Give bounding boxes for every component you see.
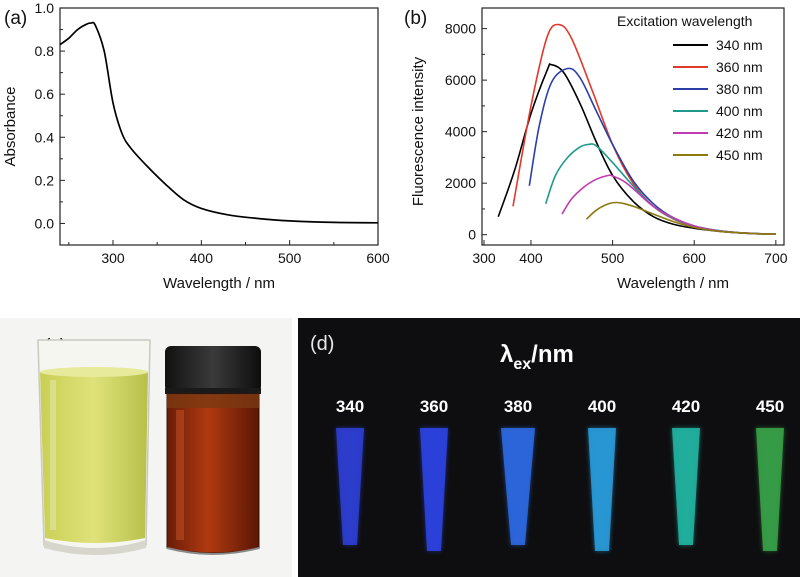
panel-a-ytick-label: 0.2 <box>35 172 55 188</box>
panel-b-ytick-label: 4000 <box>445 124 476 140</box>
panel-b-xtick-label: 300 <box>472 250 496 266</box>
panel-b-ytick-label: 0 <box>468 227 476 243</box>
panel-b-letter: (b) <box>404 8 427 29</box>
panel-d-sample-label: 360 <box>420 397 448 416</box>
panel-b-x-axis-label: Wavelength / nm <box>617 275 729 292</box>
panel-b-legend-title: Excitation wavelength <box>617 13 752 29</box>
panel-a-xtick-label: 600 <box>366 250 390 266</box>
panel-d-sample-tube <box>672 428 700 545</box>
panel-b-x-axis: 300 400 500 600 700 <box>472 240 788 266</box>
panel-a-y-axis: 0.0 0.2 0.4 0.6 0.8 1.0 <box>35 0 65 231</box>
panel-a-ytick-label: 0.6 <box>35 86 55 102</box>
panel-b-xtick-label: 400 <box>519 250 543 266</box>
panel-a-y-axis-label: Absorbance <box>2 86 19 166</box>
panel-b-legend-label: 380 nm <box>716 81 763 97</box>
panel-d-sample-label: 450 <box>756 397 784 416</box>
panel-d-sample-label: 400 <box>588 397 616 416</box>
panel-a-ytick-label: 0.0 <box>35 215 55 231</box>
panel-d-letter: (d) <box>310 333 334 355</box>
panel-d-sample-tube <box>420 428 448 551</box>
panel-b-ytick-label: 2000 <box>445 175 476 191</box>
panel-b-fluorescence-chart: (b) 0 2000 4000 6000 8000 300 400 500 600 700 Ex… <box>404 7 788 292</box>
panel-b-series <box>497 23 776 235</box>
panel-d-sample-tube <box>588 428 616 551</box>
panel-a-ytick-label: 0.8 <box>35 43 55 59</box>
panel-d-sample-label: 340 <box>336 397 364 416</box>
panel-d-samples: 340 360 380 400 420 450 <box>336 397 784 551</box>
panel-b-y-axis-label: Fluorescence intensity <box>410 56 427 206</box>
panel-a-absorbance-chart: (a) 0.0 0.2 0.4 0.6 0.8 1.0 300 400 500 600 Wave… <box>2 0 390 292</box>
panel-b-legend-label: 420 nm <box>716 125 763 141</box>
panel-d-title: λex/nm <box>500 341 574 373</box>
panel-a-letter: (a) <box>4 8 27 29</box>
panel-b-legend-label: 400 nm <box>716 103 763 119</box>
beaker-yellow-suspension <box>37 339 151 555</box>
panel-b-xtick-label: 500 <box>601 250 625 266</box>
panel-b-legend-label: 340 nm <box>716 37 763 53</box>
panel-a-xtick-label: 400 <box>190 250 214 266</box>
panel-a-xtick-label: 300 <box>101 250 125 266</box>
panel-a-x-axis-label: Wavelength / nm <box>163 275 275 292</box>
vial-dark-red-solution <box>165 346 261 555</box>
panel-b-y-axis: 0 2000 4000 6000 8000 <box>445 21 487 243</box>
panel-b-series-line <box>585 201 776 235</box>
panel-b-ytick-label: 6000 <box>445 72 476 88</box>
panel-b-plot-frame <box>481 7 785 246</box>
panel-a-plot-frame <box>59 7 379 246</box>
panel-b-legend: Excitation wavelength 340 nm 360 nm 380 nm… <box>617 13 763 163</box>
panel-d-background <box>298 318 800 577</box>
panel-d-sample-tube <box>756 428 784 551</box>
lambda-unit: /nm <box>531 341 574 368</box>
panel-d-sample-label: 380 <box>504 397 532 416</box>
panel-a-series <box>59 21 379 224</box>
panel-a-ytick-label: 0.4 <box>35 129 55 145</box>
panel-b-ytick-label: 8000 <box>445 21 476 37</box>
panel-a-series-line <box>59 21 379 224</box>
panel-d-sample-tube <box>336 428 364 545</box>
panel-d-photo: (d) λex/nm 340 360 380 400 420 450 <box>298 318 800 577</box>
panel-d-sample-tube <box>501 428 535 545</box>
lambda-subscript: ex <box>513 356 531 373</box>
panel-b-series-line <box>561 174 776 235</box>
panel-b-xtick-label: 700 <box>764 250 788 266</box>
panel-c-photo: (c) <box>0 318 292 577</box>
panel-b-legend-label: 450 nm <box>716 147 763 163</box>
panel-a-xtick-label: 500 <box>278 250 302 266</box>
panel-d-sample-label: 420 <box>672 397 700 416</box>
lambda-symbol: λ <box>500 341 513 368</box>
panel-a-x-axis: 300 400 500 600 <box>68 240 390 266</box>
panel-b-xtick-label: 600 <box>683 250 707 266</box>
panel-a-ytick-label: 1.0 <box>35 0 55 16</box>
panel-b-legend-label: 360 nm <box>716 59 763 75</box>
